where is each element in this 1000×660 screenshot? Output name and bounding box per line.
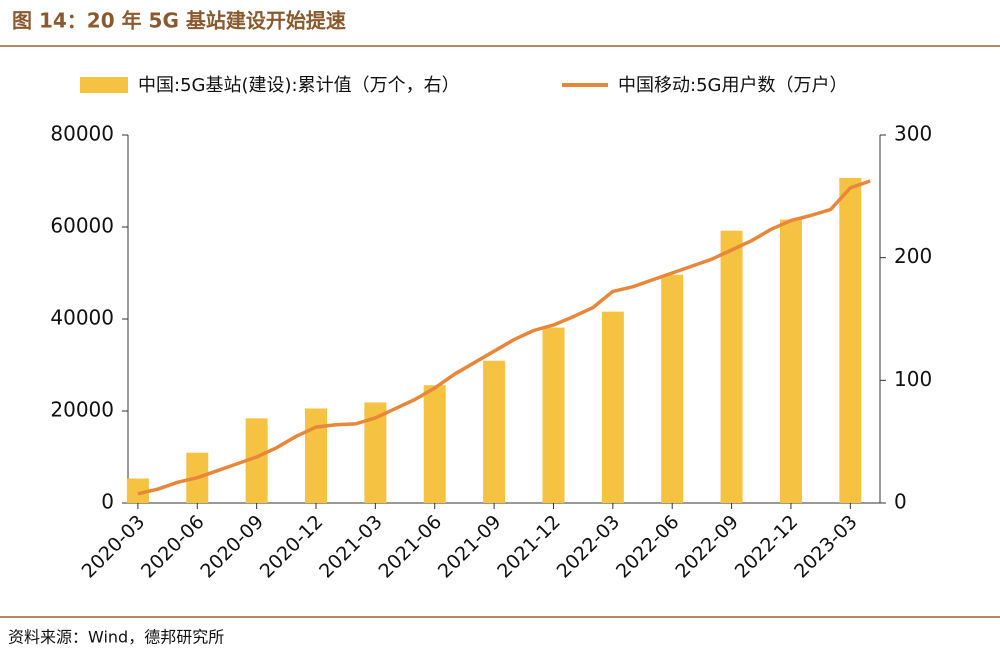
bar (661, 274, 684, 503)
y2-tick-label: 0 (894, 490, 907, 514)
x-tick-label: 2022-06 (612, 511, 684, 583)
x-tick-label: 2021-09 (434, 511, 506, 583)
bar (779, 219, 802, 503)
y2-tick-label: 200 (894, 244, 932, 268)
bar (305, 408, 327, 503)
bar (720, 230, 743, 503)
line (137, 179, 871, 496)
x-tick-label: 2022-03 (553, 511, 625, 583)
bar (423, 385, 446, 503)
bar (364, 402, 387, 503)
y-tick-label: 40000 (50, 306, 114, 330)
legend-label: 中国:5G基站(建设):累计值（万个，右） (138, 75, 460, 96)
x-tick-label: 2021-06 (374, 511, 446, 583)
x-tick-label: 2020-03 (78, 511, 150, 583)
x-tick-label: 2022-09 (671, 511, 743, 583)
x-tick-label: 2021-12 (493, 511, 565, 583)
x-tick-label: 2021-03 (315, 511, 387, 583)
y2-tick-label: 100 (894, 367, 932, 391)
y2-tick-label: 300 (894, 122, 932, 146)
chart-title: 图 14：20 年 5G 基站建设开始提速 (12, 9, 346, 33)
x-tick-label: 2020-06 (137, 511, 209, 583)
legend-swatch-bar (80, 77, 128, 93)
bar (126, 478, 149, 503)
bar (542, 327, 565, 503)
x-tick-label: 2023-03 (790, 511, 862, 583)
x-tick-label: 2020-12 (256, 511, 328, 583)
y-tick-label: 20000 (50, 398, 114, 422)
bar (245, 418, 268, 503)
bar (601, 311, 624, 503)
x-tick-label: 2022-12 (731, 511, 803, 583)
source: 资料来源：Wind，德邦研究所 (8, 628, 224, 647)
y-tick-label: 60000 (50, 214, 114, 238)
legend-label: 中国移动:5G用户数（万户） (618, 75, 847, 96)
y-tick-label: 0 (101, 490, 114, 514)
y-tick-label: 80000 (50, 122, 114, 146)
bar (839, 177, 862, 503)
bar (483, 360, 506, 503)
x-tick-label: 2020-09 (196, 511, 268, 583)
